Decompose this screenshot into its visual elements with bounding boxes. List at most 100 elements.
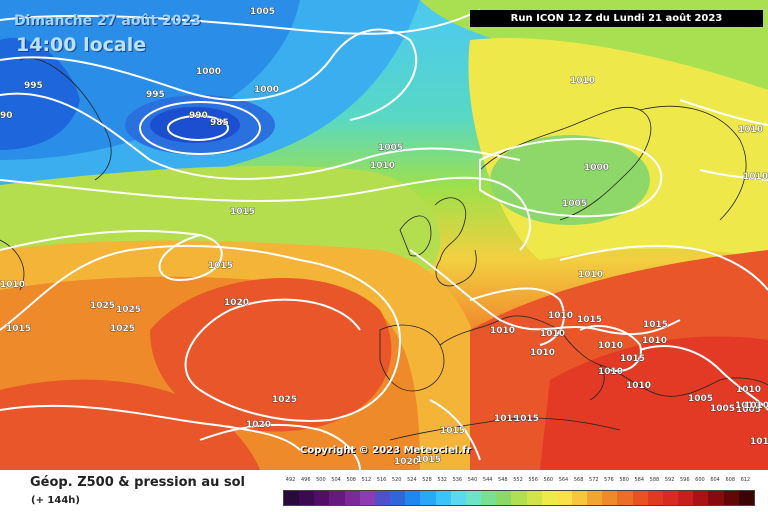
isobar-label: 1010: [598, 367, 623, 377]
isobar-label: 1015: [208, 261, 233, 271]
scale-label: 492: [285, 477, 296, 483]
scale-label: 528: [422, 477, 432, 483]
scale-label: 516: [376, 477, 387, 483]
isobar-label: 1010: [0, 280, 25, 290]
isobar-label: 1005: [378, 143, 403, 153]
scale-label: 608: [725, 477, 736, 483]
scale-swatch: [647, 491, 663, 505]
scale-label: 580: [619, 477, 629, 483]
scale-label: 544: [482, 477, 493, 483]
scale-label: 524: [407, 477, 417, 483]
isobar-label: 1010: [626, 381, 651, 391]
isobar-label: 1000: [196, 67, 221, 77]
scale-label: 512: [361, 477, 372, 483]
model-run-label: Run ICON 12 Z du Lundi 21 août 2023: [470, 10, 763, 27]
isobar-label: 1010: [490, 326, 515, 336]
isobar-label: 1010: [570, 76, 595, 86]
scale-label: 572: [589, 477, 599, 483]
isobar-labels: 1005 995 1000 1000 90 995 990 985 1010 1…: [0, 7, 768, 468]
isobar-label: 1005: [688, 394, 713, 404]
scale-swatch: [708, 491, 724, 505]
isobar-label: 1020: [246, 420, 271, 430]
scale-label: 496: [300, 477, 311, 483]
scale-label: 508: [346, 477, 356, 483]
map-canvas: 1005 995 1000 1000 90 995 990 985 1010 1…: [0, 0, 768, 470]
scale-swatch: [738, 491, 754, 505]
scale-swatch: [571, 491, 588, 505]
scale-swatch: [344, 491, 360, 505]
scale-label: 548: [498, 477, 508, 483]
scale-swatch: [284, 491, 300, 505]
scale-swatch: [314, 491, 330, 505]
isobar-label: 1005: [562, 199, 587, 209]
scale-label: 500: [316, 477, 326, 483]
forecast-time: 14:00 locale: [16, 34, 147, 56]
isobar-label: 990: [189, 111, 208, 121]
isobar-label: 1005: [736, 405, 761, 415]
isobar-label: 1010: [540, 329, 565, 339]
isobar-label: 1000: [254, 85, 279, 95]
scale-label: 556: [528, 477, 538, 483]
scale-label: 564: [558, 477, 569, 483]
scale-swatch: [390, 491, 406, 505]
scale-label: 596: [679, 477, 690, 483]
isobar-label: 1015: [643, 320, 668, 330]
isobar-label: 1010: [743, 172, 768, 182]
isobar-label: 1010: [738, 125, 763, 135]
scale-swatch: [678, 491, 694, 505]
isobar-label: 1015: [577, 315, 602, 325]
isobar-label: 1010: [598, 341, 623, 351]
scale-swatch: [541, 491, 557, 505]
scale-swatch: [405, 491, 421, 505]
map-title: Géop. Z500 & pression au sol: [30, 475, 245, 490]
scale-swatch: [693, 491, 709, 505]
isobar-label: 985: [210, 118, 229, 128]
isobar-label: 1010: [642, 336, 667, 346]
scale-label: 604: [710, 477, 720, 483]
scale-label: 536: [452, 477, 463, 483]
scale-swatch: [602, 491, 618, 505]
isobar-label: 1015: [620, 354, 645, 364]
isobar-label: 1020: [224, 298, 249, 308]
scale-label: 588: [649, 477, 660, 483]
isobar-label: 1025: [90, 301, 115, 311]
isobar-label: 1015: [416, 455, 441, 465]
scale-label: 552: [513, 477, 523, 483]
scale-swatch: [435, 491, 451, 505]
scale-swatch: [450, 491, 466, 505]
scale-label: 504: [331, 477, 341, 483]
forecast-date: Dimanche 27 août 2023: [14, 13, 201, 29]
isobar-label: 1020: [394, 457, 419, 467]
isobar-label: 1010: [736, 385, 761, 395]
isobar-label: 1000: [584, 163, 609, 173]
isobar-label: 1015: [230, 207, 255, 217]
scale-label: 520: [391, 477, 402, 483]
scale-swatch: [329, 491, 345, 505]
isobar-label: 90: [0, 111, 13, 121]
weather-map: 1005 995 1000 1000 90 995 990 985 1010 1…: [0, 0, 768, 470]
scale-swatch: [556, 491, 572, 505]
forecast-range: (+ 144h): [31, 495, 80, 506]
isobar-label: 1015: [514, 414, 539, 424]
scale-swatch: [617, 491, 633, 505]
scale-swatch: [723, 491, 739, 505]
scale-swatch: [587, 491, 603, 505]
isobar-label: 1015: [440, 426, 465, 436]
isobars: [0, 9, 768, 470]
isobar-label: 1025: [272, 395, 297, 405]
scale-swatch: [465, 491, 482, 505]
isobar-label: 1025: [116, 305, 141, 315]
isobar-label: 995: [146, 90, 165, 100]
isobar-label: 1015: [6, 324, 31, 334]
isobar-label: 1025: [110, 324, 135, 334]
copyright-text: Copyright © 2023 Meteociel.fr: [300, 445, 472, 456]
isobar-label: 1005: [710, 404, 735, 414]
scale-label: 600: [695, 477, 705, 483]
scale-swatch: [359, 491, 375, 505]
scale-label: 584: [634, 477, 645, 483]
scale-label: 592: [664, 477, 675, 483]
isobar-label: 1010: [750, 437, 768, 447]
isobar-label: 995: [24, 81, 43, 91]
isobar-label: 1010: [530, 348, 555, 358]
isobar-label: 1010: [744, 401, 768, 411]
